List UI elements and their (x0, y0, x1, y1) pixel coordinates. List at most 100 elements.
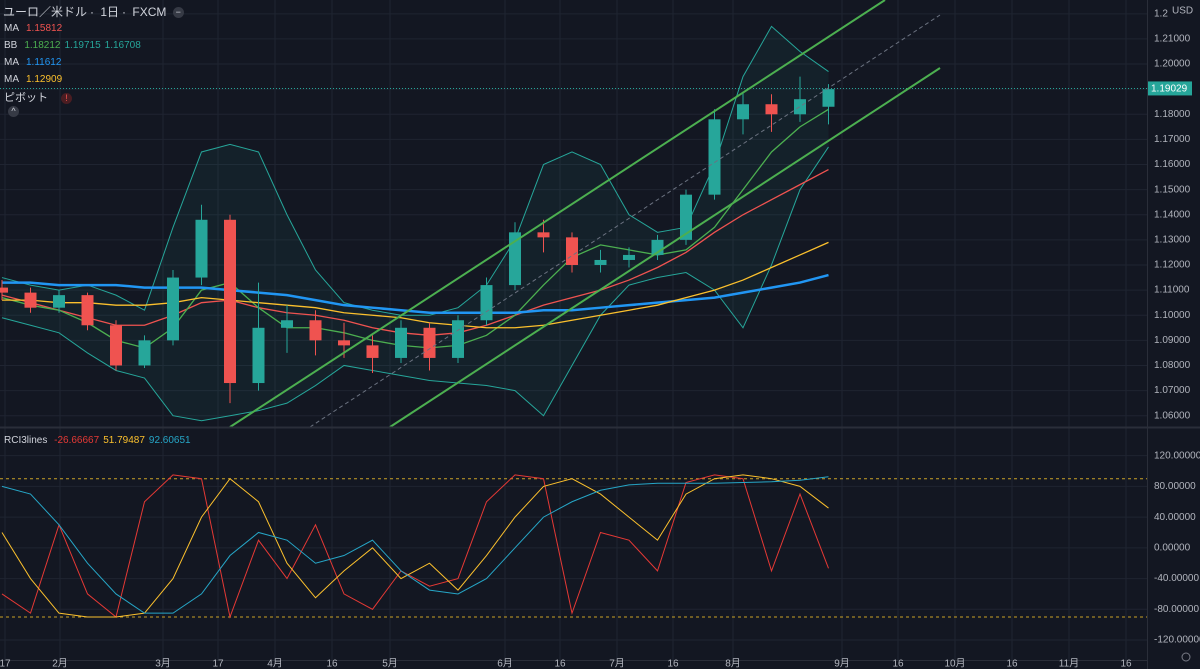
legend-value: 1.16708 (104, 40, 141, 51)
source: FXCM (132, 5, 167, 19)
candle-body (338, 340, 350, 346)
x-tick-label: 11月 (1059, 658, 1079, 669)
legend-name: MA (4, 23, 19, 34)
candle-body (537, 232, 550, 238)
x-tick-label: 7月 (609, 658, 625, 669)
y-tick-label: 1.12000 (1154, 260, 1191, 271)
rci-legend: RCI3lines -26.66667 51.79487 92.60651 (4, 435, 195, 446)
legend-value: -26.66667 (54, 435, 100, 446)
trend-line (229, 0, 886, 428)
candle-body (423, 327, 436, 358)
legend-name: MA (4, 74, 19, 85)
y-tick-label: 120.00000 (1154, 450, 1200, 461)
x-tick-label: 8月 (725, 658, 741, 669)
plot (0, 25, 1147, 619)
rci-title: RCI3lines (4, 435, 48, 446)
candle-body (110, 325, 122, 366)
y-tick-label: 1.17000 (1154, 134, 1191, 145)
y-tick-label: 1.10000 (1154, 310, 1191, 321)
candle-body (195, 219, 208, 278)
candle-body (794, 99, 806, 115)
band-line (1, 146, 829, 422)
ma-line (2, 241, 829, 329)
legend-row: MA 1.12909 (4, 74, 66, 85)
legend-row: MA 1.15812 (4, 23, 66, 34)
ma-line (1, 168, 829, 336)
rci-line (1, 476, 829, 614)
x-tick-label: 16 (1006, 659, 1018, 669)
candle-body (252, 327, 265, 384)
candle-body (566, 237, 578, 265)
x-tick-label: 9月 (834, 658, 850, 669)
symbol: ユーロ／米ドル (3, 5, 88, 19)
y-tick-label: -120.00000 (1154, 635, 1200, 646)
collapse-button[interactable]: − (172, 7, 184, 19)
x-tick-label: 16 (667, 659, 679, 669)
sep: · (90, 5, 95, 19)
legend-row: BB 1.18212 1.19715 1.16708 (4, 40, 145, 51)
x-tick-label: 16 (892, 659, 904, 669)
header: ユーロ／米ドル · 1日 · FXCM − (3, 3, 187, 20)
y-tick-label: 1.06000 (1154, 410, 1191, 421)
candle-body (765, 104, 778, 115)
y-tick-label: 1.20000 (1154, 59, 1191, 70)
y-tick-label: 1.2 (1154, 8, 1168, 19)
x-tick-label: 4月 (267, 658, 283, 669)
grid (0, 0, 1147, 660)
legend-row: MA 1.11612 (4, 57, 65, 68)
currency: USD (1172, 6, 1193, 17)
axis: 1.06000 1.07000 1.08000 1.09000 1.10000 1.110… (0, 8, 1200, 669)
interval: 1日 (100, 5, 120, 19)
x-tick-label: 16 (326, 659, 338, 669)
y-tick-label: 1.15000 (1154, 184, 1191, 195)
y-tick-label: 80.00000 (1154, 481, 1196, 492)
legend-name: BB (4, 40, 18, 51)
legend-value: 92.60651 (148, 435, 191, 446)
legend-value: 51.79487 (103, 435, 145, 446)
y-tick-label: 1.18000 (1154, 109, 1191, 120)
candle-body (452, 320, 464, 358)
y-tick-label: 1.09000 (1154, 335, 1191, 346)
legend-name: MA (4, 57, 19, 68)
candle-body (309, 320, 322, 341)
y-tick-label: -80.00000 (1154, 604, 1199, 615)
candle-body (680, 194, 692, 240)
y-tick-label: 0.00000 (1154, 542, 1191, 553)
candle-body (224, 219, 236, 384)
y-tick-label: 1.16000 (1154, 159, 1191, 170)
legend-value: 1.19715 (64, 40, 101, 51)
legend-value: 1.15812 (26, 23, 63, 34)
x-tick-label: 3月 (155, 658, 171, 669)
y-tick-label: 40.00000 (1154, 512, 1196, 523)
pivot-name: ピボット (4, 92, 48, 104)
candle-body (0, 287, 8, 293)
legend-value: 1.12909 (26, 74, 63, 85)
candle-body (737, 104, 749, 120)
x-tick-label: 17 (0, 659, 11, 669)
last-price-label: 1.19029 (1151, 84, 1188, 95)
candle-body (480, 285, 493, 321)
x-tick-label: 16 (554, 659, 566, 669)
last-price-box (1148, 81, 1192, 96)
y-tick-label: 1.07000 (1154, 385, 1191, 396)
trend-line (389, 67, 941, 428)
y-tick-label: 1.13000 (1154, 235, 1191, 246)
rci-line (1, 474, 829, 618)
rci-line (1, 474, 829, 619)
ma-line (2, 273, 829, 314)
band-fill (2, 26, 829, 421)
settings-icon[interactable] (1181, 652, 1191, 662)
x-tick-label: 16 (1120, 659, 1132, 669)
expand-button[interactable]: ^ (8, 106, 23, 117)
candle-body (281, 320, 293, 328)
warning-icon[interactable]: ! (61, 92, 73, 104)
candle-body (53, 295, 65, 308)
sep: · (122, 5, 127, 19)
candle-body (708, 119, 721, 195)
y-tick-label: 1.14000 (1154, 209, 1191, 220)
chevron[interactable]: ^ (8, 106, 19, 117)
x-tick-label: 5月 (382, 658, 398, 669)
candle-body (138, 340, 151, 366)
